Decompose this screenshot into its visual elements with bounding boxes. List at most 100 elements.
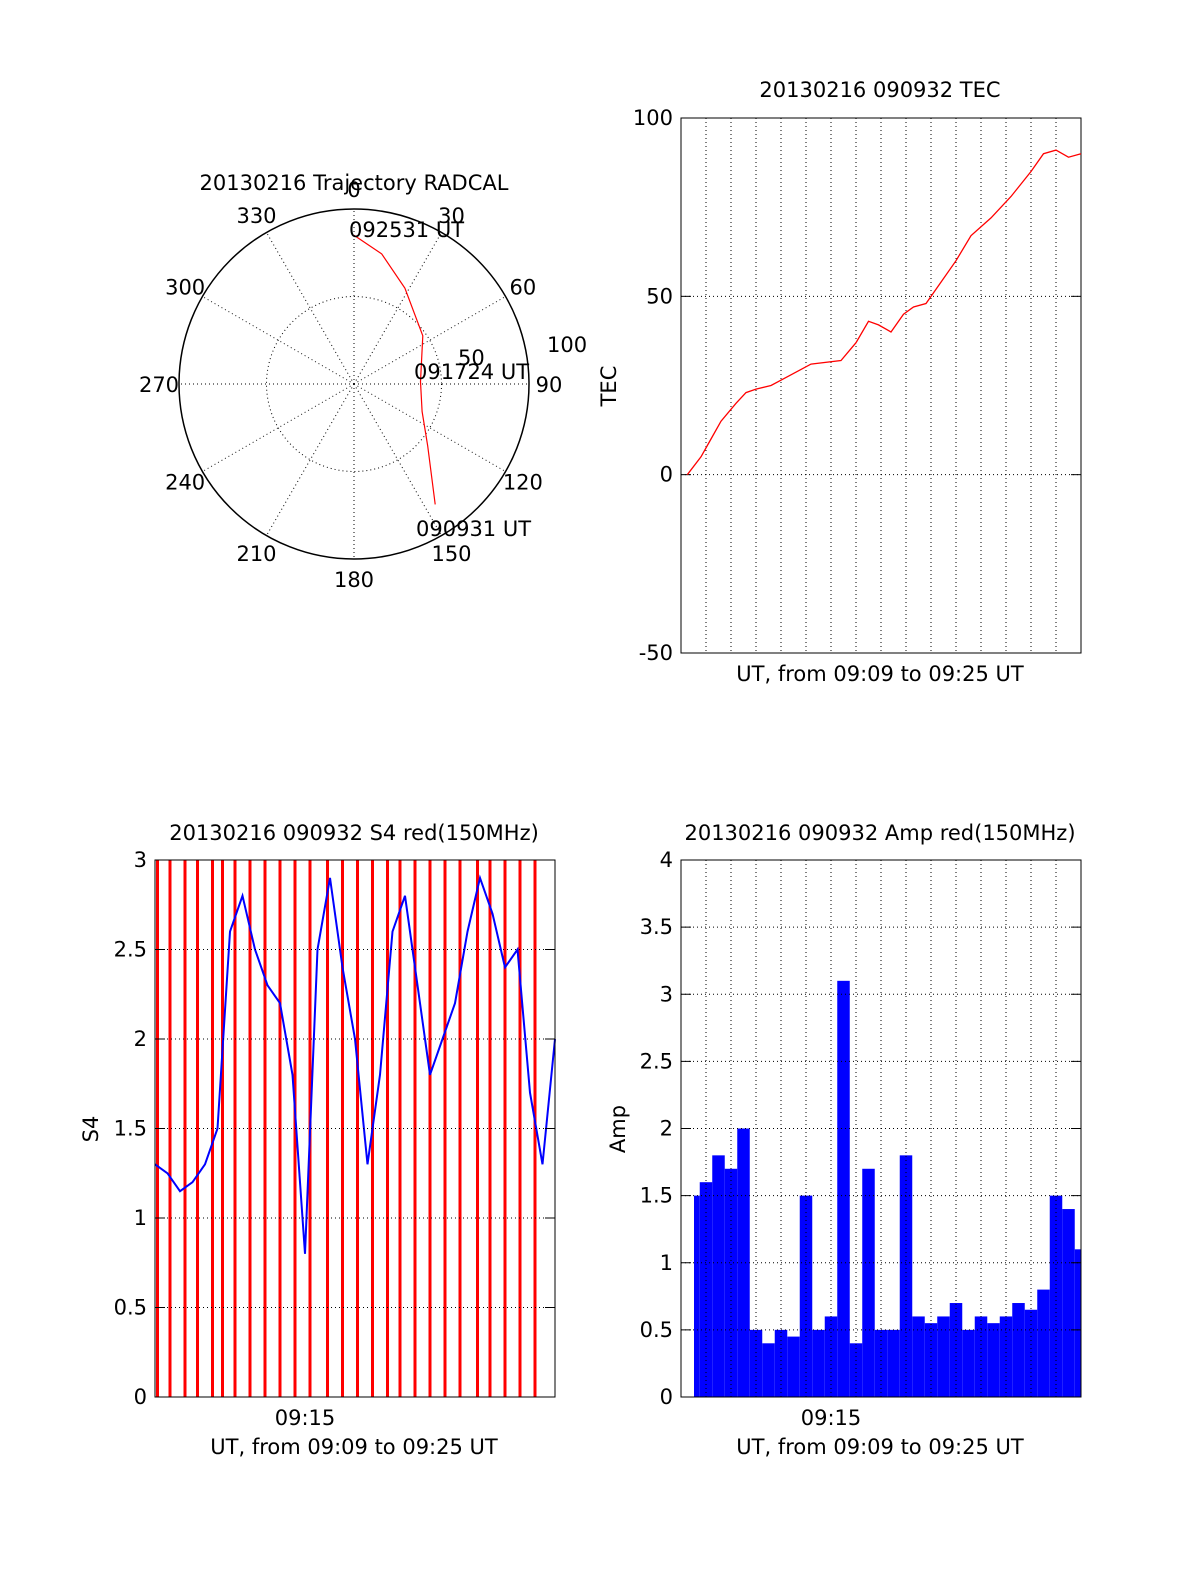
polar-angle-label: 60 [510,276,537,300]
amp-bar [937,1316,950,1397]
amp-bar [949,1303,963,1397]
tec-grid [681,117,1081,654]
polar-annotation-end: 090931 UT [416,517,531,541]
polar-spoke [266,383,355,536]
amp-bar [737,1128,750,1397]
polar-angle-label: 30 [438,204,465,228]
tec-y-ticks: 100 50 0 -50 [633,106,1081,665]
amp-bar [987,1323,1000,1397]
polar-annotation-mid: 091724 UT [414,360,529,384]
s4-ylabel: S4 [79,1116,103,1143]
amp-bar [812,1329,825,1397]
amp-y-tick-label: 3.5 [640,915,673,939]
amp-y-tick-label: 2.5 [640,1049,673,1073]
amp-bar [887,1329,900,1397]
polar-radial-label-50: 50 [458,346,485,370]
amp-bar [1074,1249,1081,1397]
amp-bar [712,1155,725,1397]
s4-y-ticks: 3 2.5 2 1.5 1 0.5 0 [114,848,555,1409]
polar-angle-label: 300 [165,276,205,300]
amp-y-tick-label: 3 [660,982,673,1006]
s4-y-tick-label: 1 [134,1206,147,1230]
tec-line [686,149,1082,476]
polar-radial-label-100: 100 [547,333,587,357]
polar-angle-label: 90 [536,373,563,397]
amp-title: 20130216 090932 Amp red(150MHz) [684,821,1075,845]
s4-grid [155,859,555,1398]
amp-bar [724,1168,738,1397]
tec-series [686,149,1082,476]
amp-grid [681,859,1081,1398]
polar-inner-ring [266,296,442,472]
s4-y-tick-label: 3 [134,848,147,872]
amp-bar [1062,1209,1075,1397]
polar-angle-labels: 0 30 60 90 120 150 180 210 240 270 300 330 [139,178,562,592]
polar-grid [178,208,530,560]
s4-y-tick-label: 0 [134,1385,147,1409]
polar-outer-ring [178,208,530,560]
amp-bar [774,1329,788,1397]
s4-chart: 20130216 090932 S4 red(150MHz) 3 2.5 2 1.5 1… [79,821,556,1459]
polar-angle-label: 120 [503,471,543,495]
amp-bar [962,1329,975,1397]
s4-y-tick-label: 2 [134,1027,147,1051]
amp-bar [874,1329,888,1397]
tec-y-tick-label: 50 [646,284,673,308]
tec-xlabel: UT, from 09:09 to 09:25 UT [736,662,1024,686]
trajectory-line [353,234,436,505]
s4-x-ticks: 09:15 [275,1406,336,1430]
polar-spoke [266,232,355,385]
s4-y-tick-label: 0.5 [114,1296,147,1320]
amp-xlabel: UT, from 09:09 to 09:25 UT [736,1435,1024,1459]
polar-angle-label: 0 [347,178,360,202]
tec-y-tick-label: 0 [660,463,673,487]
polar-spoke [353,383,442,536]
tec-title: 20130216 090932 TEC [759,78,1000,102]
polar-angle-label: 270 [139,373,179,397]
tec-y-tick-label: -50 [639,641,673,665]
amp-bar [762,1343,775,1397]
amp-bar [1024,1309,1038,1397]
s4-blue-line [154,874,556,1254]
amp-y-tick-label: 0.5 [640,1318,673,1342]
amp-bar [1012,1303,1025,1397]
polar-series [353,234,436,505]
amp-bar [694,1195,700,1397]
polar-angle-label: 150 [431,542,471,566]
amp-y-tick-label: 0 [660,1385,673,1409]
amp-series [694,980,1081,1397]
s4-y-tick-label: 2.5 [114,938,147,962]
amp-bar [749,1329,763,1397]
trajectory-polar-chart: 20130216 Trajectory RADCAL 0 30 60 90 120 150… [139,171,587,592]
trajectory-title: 20130216 Trajectory RADCAL [200,171,509,195]
amp-y-tick-label: 4 [660,848,673,872]
amp-bar [849,1343,863,1397]
amp-x-tick-label: 09:15 [801,1406,862,1430]
amp-bar [699,1182,713,1397]
amp-y-tick-label: 2 [660,1117,673,1141]
amp-x-ticks: 09:15 [801,1406,862,1430]
s4-title: 20130216 090932 S4 red(150MHz) [169,821,539,845]
amp-bar [787,1336,800,1397]
amp-bar [837,980,850,1397]
amp-y-tick-label: 1 [660,1251,673,1275]
amp-y-ticks: 4 3.5 3 2.5 2 1.5 1 0.5 0 [640,848,1081,1409]
amp-chart: 20130216 090932 Amp red(150MHz) 4 3.5 3 2.5… [606,821,1082,1459]
tec-chart: 20130216 090932 TEC 100 50 0 -50 TEC UT, fr… [597,78,1082,686]
tec-ylabel: TEC [597,366,621,408]
polar-angle-label: 210 [236,542,276,566]
amp-bar [912,1316,925,1397]
polar-annotation-start: 092531 UT [349,218,464,242]
amp-bar [862,1168,875,1397]
s4-xlabel: UT, from 09:09 to 09:25 UT [210,1435,498,1459]
tec-y-tick-label: 100 [633,106,673,130]
polar-angle-label: 330 [236,204,276,228]
amp-ylabel: Amp [606,1105,630,1153]
s4-x-tick-label: 09:15 [275,1406,336,1430]
amp-y-tick-label: 1.5 [640,1184,673,1208]
s4-y-tick-label: 1.5 [114,1117,147,1141]
polar-angle-label: 180 [334,568,374,592]
amp-bar [1037,1289,1050,1397]
polar-angle-label: 240 [165,471,205,495]
